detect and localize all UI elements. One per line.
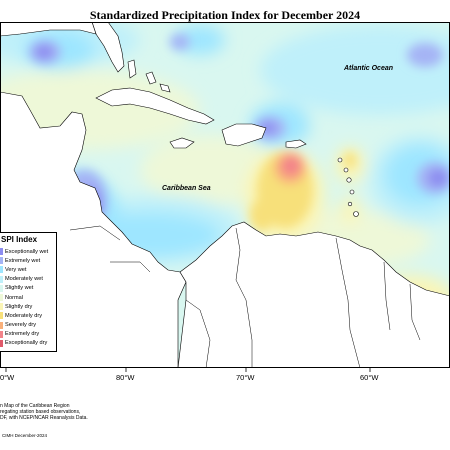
legend-swatch bbox=[0, 330, 3, 338]
legend-label: Normal bbox=[5, 294, 24, 301]
spi-legend: SPI Index Exceptionally wet Extremely wet… bbox=[0, 232, 57, 353]
legend-label: Exceptionally wet bbox=[5, 248, 49, 255]
note-line-1: n Map of the Caribbean Region bbox=[0, 403, 70, 409]
legend-label: Slightly dry bbox=[5, 303, 33, 310]
legend-label: Extremely wet bbox=[5, 257, 41, 264]
legend-swatch bbox=[0, 284, 3, 292]
tick-label-60w: 60°W bbox=[360, 373, 379, 382]
legend-swatch bbox=[0, 248, 3, 256]
south-america-landmass bbox=[177, 221, 450, 368]
legend-swatch bbox=[0, 339, 3, 347]
legend-swatch bbox=[0, 294, 3, 302]
atlantic-ocean-label: Atlantic Ocean bbox=[343, 65, 393, 72]
longitude-axis: 0°W 80°W 70°W 60°W bbox=[0, 368, 379, 382]
bahamas-island-3 bbox=[159, 83, 171, 93]
puerto-rico-landmass bbox=[285, 139, 307, 149]
map-notes: n Map of the Caribbean Region regating s… bbox=[0, 403, 88, 422]
legend-item: Exceptionally wet bbox=[0, 247, 56, 256]
bahamas-island-1 bbox=[127, 59, 137, 79]
legend-item: Very wet bbox=[0, 265, 56, 274]
legend-item: Extremely dry bbox=[0, 330, 56, 339]
legend-item: Exceptionally dry bbox=[0, 339, 56, 348]
antilles-island-1 bbox=[337, 157, 343, 163]
legend-item: Moderately wet bbox=[0, 275, 56, 284]
note-line-3: DF, with NCEP/NCAR Reanalysis Data. bbox=[0, 415, 88, 422]
legend-title: SPI Index bbox=[1, 235, 38, 244]
antilles-island-4 bbox=[349, 189, 355, 195]
legend-label: Slightly wet bbox=[5, 285, 34, 292]
antilles-island-2 bbox=[343, 167, 349, 173]
legend-label: Severely dry bbox=[5, 322, 37, 329]
country-borders bbox=[69, 225, 421, 368]
spi-field bbox=[0, 22, 450, 368]
antilles-island-6 bbox=[353, 211, 359, 217]
legend-swatch bbox=[0, 312, 3, 320]
legend-item: Slightly dry bbox=[0, 302, 56, 311]
gulf-coast-landmass bbox=[0, 22, 97, 37]
tick-label-70w: 70°W bbox=[236, 373, 255, 382]
legend-swatch bbox=[0, 303, 3, 311]
legend-swatch bbox=[0, 266, 3, 274]
legend-label: Extremely dry bbox=[5, 331, 40, 338]
florida-landmass bbox=[91, 22, 125, 73]
legend-item: Extremely wet bbox=[0, 256, 56, 265]
legend-items: Exceptionally wet Extremely wet Very wet Mo… bbox=[0, 247, 56, 348]
legend-item: Severely dry bbox=[0, 321, 56, 330]
legend-item: Moderately dry bbox=[0, 311, 56, 320]
hispaniola-landmass bbox=[221, 123, 267, 147]
antilles-island-3 bbox=[346, 177, 352, 183]
antilles-island-5 bbox=[347, 201, 353, 207]
legend-label: Very wet bbox=[5, 266, 27, 273]
legend-label: Exceptionally dry bbox=[5, 340, 48, 347]
jamaica-landmass bbox=[169, 137, 195, 149]
tick-label-80w: 80°W bbox=[116, 373, 135, 382]
legend-label: Moderately dry bbox=[5, 312, 42, 319]
note-line-2: regating station based observations, bbox=[0, 409, 81, 416]
caribbean-sea-label: Caribbean Sea bbox=[162, 185, 211, 192]
cuba-landmass bbox=[95, 87, 215, 125]
legend-item: Normal bbox=[0, 293, 56, 302]
legend-item: Slightly wet bbox=[0, 284, 56, 293]
map-title: Standardized Precipitation Index for Dec… bbox=[89, 8, 361, 22]
legend-swatch bbox=[0, 321, 3, 329]
legend-swatch bbox=[0, 257, 3, 265]
credit-text: CIMH December-2024 bbox=[2, 433, 48, 438]
legend-swatch bbox=[0, 275, 3, 283]
legend-label: Moderately wet bbox=[5, 276, 43, 283]
tick-label-0: 0°W bbox=[0, 373, 15, 382]
bahamas-island-2 bbox=[145, 71, 157, 85]
